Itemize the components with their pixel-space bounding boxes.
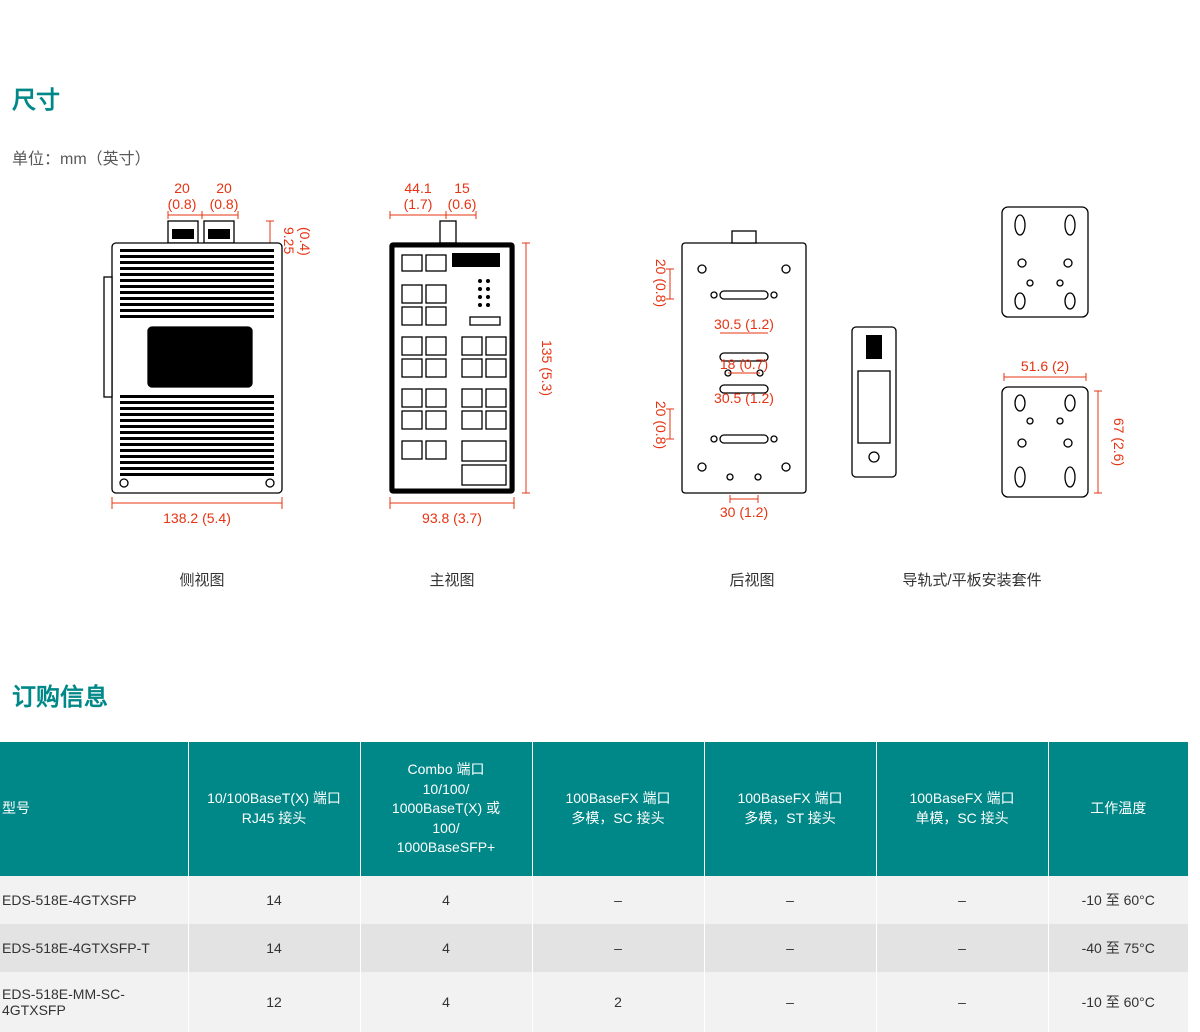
cell: EDS-518E-4GTXSFP-T xyxy=(0,924,188,972)
cell: – xyxy=(704,924,876,972)
dim-20a-in: (0.8) xyxy=(168,196,197,212)
dim-15: 15 xyxy=(454,180,470,196)
dim-925-in: (0.4) xyxy=(297,227,313,256)
caption-mount: 导轨式/平板安装套件 xyxy=(902,571,1041,589)
col-fx-mm-st: 100BaseFX 端口多模，ST 接头 xyxy=(704,742,876,876)
dimensions-heading: 尺寸 xyxy=(12,80,1188,115)
dim-138: 138.2 (5.4) xyxy=(163,510,231,526)
cell: -10 至 60°C xyxy=(1048,972,1188,1032)
cell: – xyxy=(704,876,876,924)
dim-516: 51.6 (2) xyxy=(1021,358,1069,374)
cell: 12 xyxy=(188,972,360,1032)
dim-305b: 30.5 (1.2) xyxy=(714,390,774,406)
dim-135: 135 (5.3) xyxy=(539,340,555,396)
cell: 4 xyxy=(360,972,532,1032)
table-row: EDS-518E-MM-SC-4GTXSFP 12 4 2 – – -10 至 … xyxy=(0,972,1188,1032)
table-row: EDS-518E-4GTXSFP-T 14 4 – – – -40 至 75°C xyxy=(0,924,1188,972)
dim-30: 30 (1.2) xyxy=(720,504,768,520)
cell: 4 xyxy=(360,924,532,972)
col-fx-mm-sc: 100BaseFX 端口多模，SC 接头 xyxy=(532,742,704,876)
cell: -10 至 60°C xyxy=(1048,876,1188,924)
col-rj45: 10/100BaseT(X) 端口RJ45 接头 xyxy=(188,742,360,876)
dim-20b-in: (0.8) xyxy=(210,196,239,212)
dim-18: 18 (0.7) xyxy=(720,356,768,372)
cell: – xyxy=(532,924,704,972)
dim-15-in: (0.6) xyxy=(448,196,477,212)
ordering-heading: 订购信息 xyxy=(12,677,1188,712)
dim-20v-a: 20 (0.8) xyxy=(653,259,669,307)
dimension-diagrams: 20 (0.8) 20 (0.8) 9.25 (0.4) xyxy=(12,177,1188,597)
cell: EDS-518E-4GTXSFP xyxy=(0,876,188,924)
dim-925: 9.25 xyxy=(281,227,297,254)
cell: 14 xyxy=(188,924,360,972)
table-row: EDS-518E-4GTXSFP 14 4 – – – -10 至 60°C xyxy=(0,876,1188,924)
col-model: 型号 xyxy=(0,742,188,876)
cell: 2 xyxy=(532,972,704,1032)
caption-rear: 后视图 xyxy=(729,572,774,589)
cell: – xyxy=(876,924,1048,972)
dim-20b: 20 xyxy=(216,180,232,196)
dim-441-in: (1.7) xyxy=(404,196,433,212)
cell: – xyxy=(876,876,1048,924)
dim-305a: 30.5 (1.2) xyxy=(714,316,774,332)
dim-938: 93.8 (3.7) xyxy=(422,510,482,526)
unit-label: 单位：mm（英寸） xyxy=(12,145,1188,169)
col-fx-sm-sc: 100BaseFX 端口单模，SC 接头 xyxy=(876,742,1048,876)
cell: – xyxy=(704,972,876,1032)
caption-front: 主视图 xyxy=(429,572,474,589)
ordering-table: 型号 10/100BaseT(X) 端口RJ45 接头 Combo 端口10/1… xyxy=(0,742,1188,1032)
dim-20v-b: 20 (0.8) xyxy=(653,401,669,449)
col-combo: Combo 端口10/100/1000BaseT(X) 或100/1000Bas… xyxy=(360,742,532,876)
dim-20a: 20 xyxy=(174,180,190,196)
cell: -40 至 75°C xyxy=(1048,924,1188,972)
dim-441: 44.1 xyxy=(404,180,431,196)
cell: EDS-518E-MM-SC-4GTXSFP xyxy=(0,972,188,1032)
cell: 14 xyxy=(188,876,360,924)
cell: – xyxy=(876,972,1048,1032)
dim-67: 67 (2.6) xyxy=(1111,418,1127,466)
cell: 4 xyxy=(360,876,532,924)
caption-side: 侧视图 xyxy=(179,572,224,589)
col-temp: 工作温度 xyxy=(1048,742,1188,876)
table-header-row: 型号 10/100BaseT(X) 端口RJ45 接头 Combo 端口10/1… xyxy=(0,742,1188,876)
cell: – xyxy=(532,876,704,924)
